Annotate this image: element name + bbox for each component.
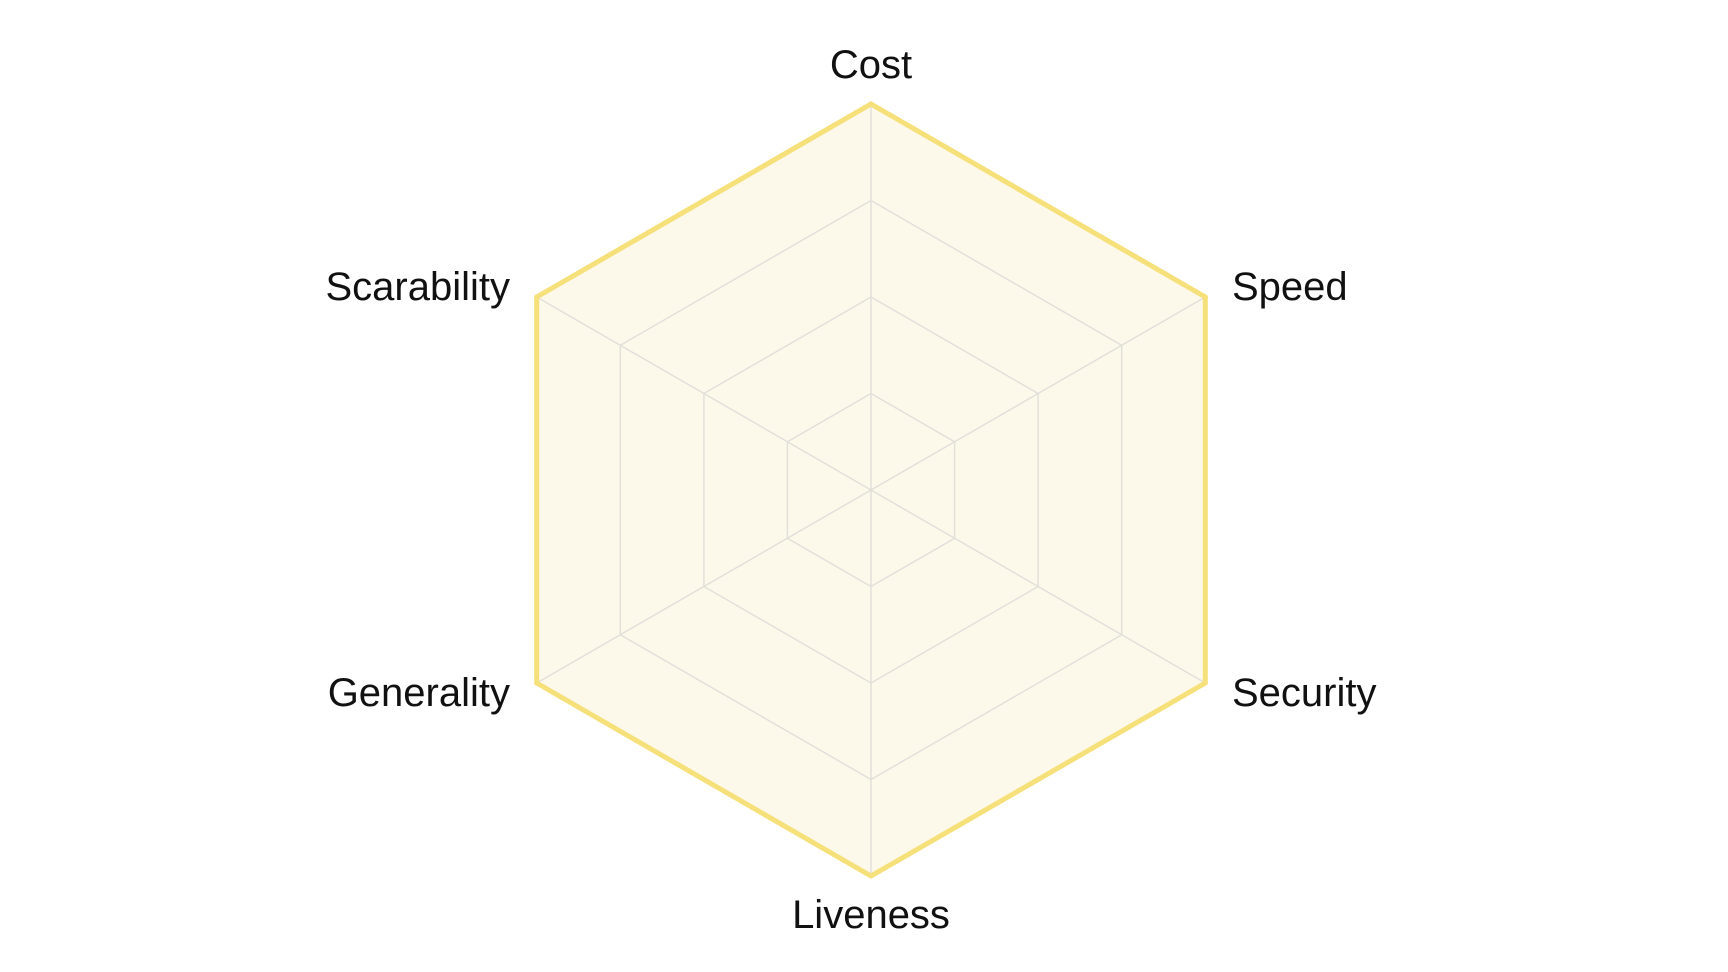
series-point-security <box>1202 680 1208 686</box>
series-point-scarability <box>534 294 540 300</box>
series-point-cost <box>868 101 874 107</box>
series-point-liveness <box>868 873 874 879</box>
axis-label-security: Security <box>1232 671 1377 715</box>
series-point-speed <box>1202 294 1208 300</box>
axis-label-layer: Cost Speed Security Liveness Generality Scara… <box>325 43 1376 937</box>
series-point-generality <box>534 680 540 686</box>
spoke-scarability <box>536 296 872 491</box>
axis-label-cost: Cost <box>830 43 912 87</box>
axis-label-speed: Speed <box>1232 265 1348 309</box>
axis-label-liveness: Liveness <box>792 893 950 937</box>
axis-label-generality: Generality <box>328 671 510 715</box>
axis-label-scarability: Scarability <box>325 265 510 309</box>
series-outline-layer <box>534 101 1208 879</box>
spoke-speed <box>870 296 1206 491</box>
spoke-generality <box>536 489 872 684</box>
spoke-security <box>870 489 1206 684</box>
